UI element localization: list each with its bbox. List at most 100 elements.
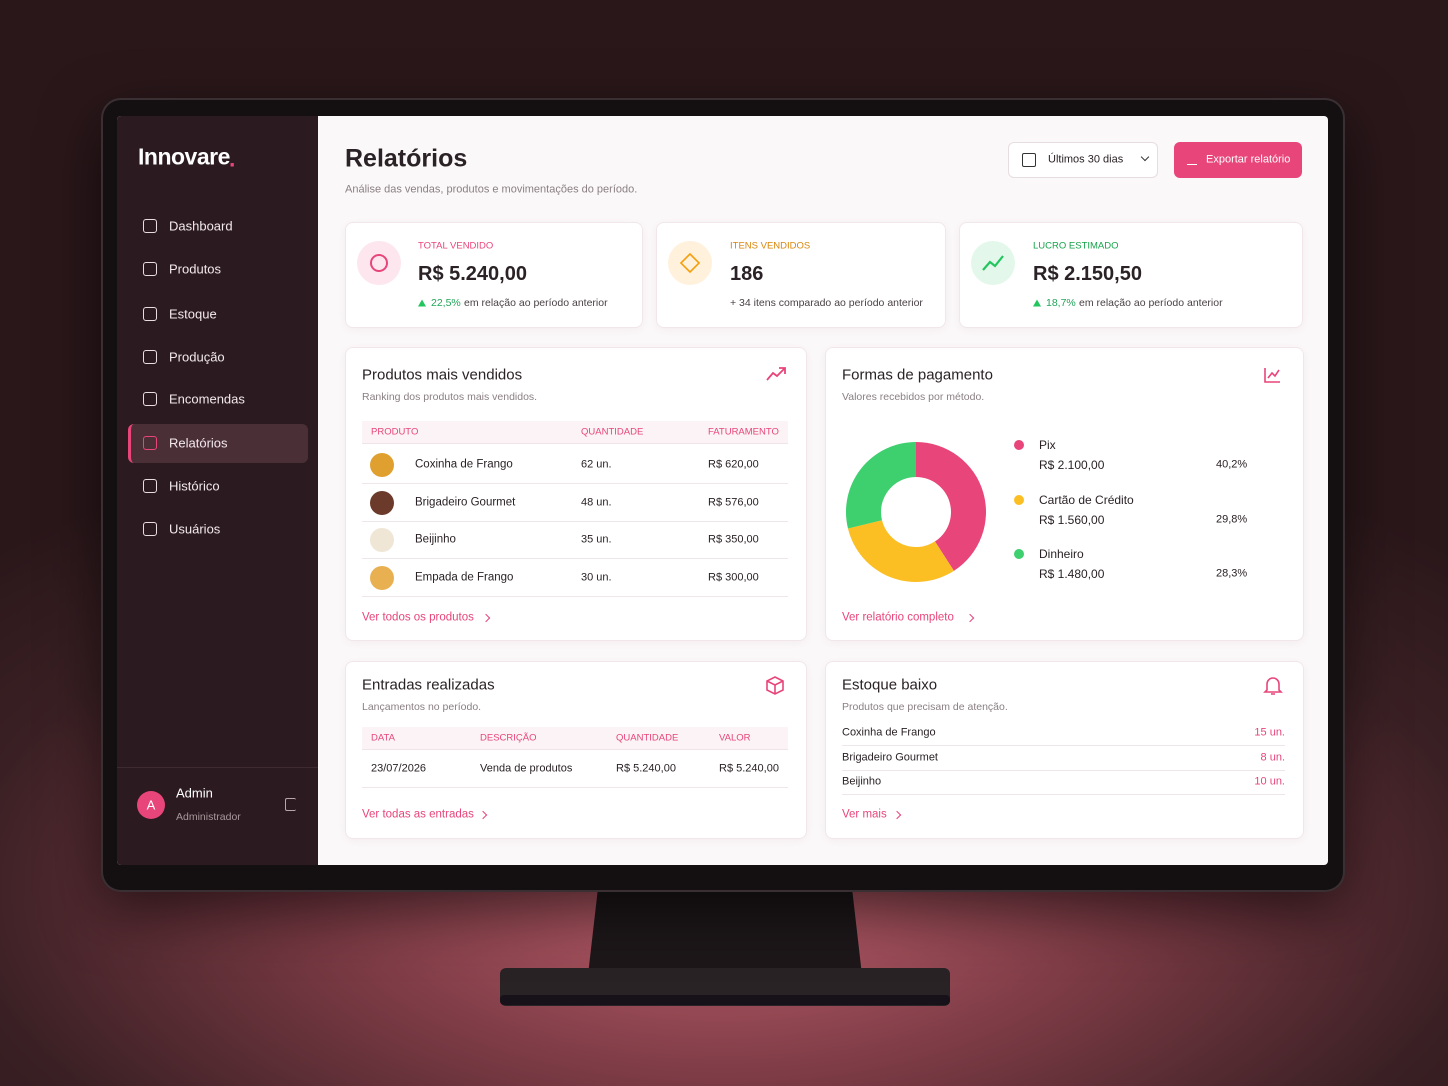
kpi-value: R$ 2.150,50 (1033, 263, 1142, 285)
nav-icon (143, 392, 157, 406)
stock-qty: 10 un. (1254, 775, 1285, 788)
legend-dot (1014, 494, 1024, 505)
kpi-value: 186 (730, 263, 764, 285)
entry-cell: R$ 5.240,00 (616, 762, 676, 775)
legend-name: Dinheiro (1039, 547, 1084, 561)
logo-dot: . (229, 145, 236, 172)
delta-arrow (1033, 299, 1041, 307)
row-separator (842, 745, 1285, 746)
card-title: Formas de pagamento (842, 366, 993, 384)
legend-amount: R$ 1.480,00 (1039, 567, 1105, 581)
kpi-note: em relação ao período anterior (1079, 296, 1223, 309)
payments-card (825, 347, 1304, 641)
entry-cell: Venda de produtos (480, 762, 573, 775)
row-separator (362, 558, 788, 560)
column-header: VALOR (719, 732, 751, 744)
donut-segment (845, 442, 916, 529)
low-stock-card (825, 661, 1304, 839)
nav-icon (143, 262, 157, 276)
download-icon (1187, 154, 1197, 165)
logout-icon[interactable] (285, 798, 296, 811)
dollar-icon (370, 254, 388, 272)
bell-icon (1263, 677, 1283, 695)
donut-chart (845, 442, 986, 583)
logo: Innovare (138, 143, 230, 170)
kpi-card (959, 222, 1303, 328)
product-image (370, 453, 394, 477)
nav-icon (143, 219, 157, 233)
nav-icon (143, 350, 157, 364)
kpi-label: TOTAL VENDIDO (418, 240, 494, 252)
sidebar (117, 116, 318, 865)
nav-item[interactable]: Estoque (169, 306, 217, 322)
nav-item[interactable]: Produção (169, 349, 225, 365)
export-button[interactable] (1174, 142, 1302, 178)
row-separator (362, 520, 788, 522)
column-header: QUANTIDADE (581, 426, 644, 438)
card-subtitle: Ranking dos produtos mais vendidos. (362, 390, 538, 403)
product-image (370, 566, 394, 591)
column-header: DATA (371, 732, 395, 744)
stock-qty: 15 un. (1254, 726, 1285, 739)
legend-dot (1014, 440, 1024, 450)
card-subtitle: Valores recebidos por método. (842, 390, 985, 403)
avatar-initial: A (146, 797, 156, 813)
stock-item: Beijinho (842, 775, 882, 788)
card-link[interactable]: Ver mais (842, 808, 887, 821)
nav-item[interactable]: Produtos (169, 261, 222, 277)
column-header: QUANTIDADE (616, 732, 679, 744)
page-title: Relatórios (345, 144, 468, 173)
product-qty: 35 un. (581, 533, 612, 546)
page-subtitle: Análise das vendas, produtos e movimenta… (345, 183, 638, 196)
product-name: Coxinha de Frango (415, 458, 513, 471)
card-title: Produtos mais vendidos (362, 366, 523, 384)
period-label[interactable]: Últimos 30 dias (1048, 153, 1124, 166)
product-name: Empada de Frango (415, 571, 514, 584)
nav-item[interactable]: Encomendas (169, 391, 245, 407)
donut-segment (916, 442, 986, 571)
stand-neck (588, 888, 862, 975)
nav-item[interactable]: Usuários (169, 521, 221, 537)
calendar-icon (1022, 153, 1036, 167)
product-revenue: R$ 300,00 (708, 571, 759, 584)
legend-amount: R$ 1.560,00 (1039, 512, 1105, 527)
screen: Innovare. Dashboard Produtos Estoque Produçã… (117, 116, 1328, 865)
stock-item: Coxinha de Frango (842, 726, 936, 739)
row-separator (842, 769, 1285, 771)
period-select[interactable] (1008, 142, 1158, 178)
product-image (370, 528, 394, 553)
stock-qty: 8 un. (1260, 751, 1285, 763)
kpi-delta: 22,5% (431, 296, 461, 309)
top-products-card (345, 347, 807, 641)
nav-active-bg (128, 424, 308, 463)
legend-percent: 29,8% (1216, 513, 1248, 525)
nav-item[interactable]: Histórico (169, 478, 220, 494)
avatar (137, 791, 165, 819)
nav-item[interactable]: Dashboard (169, 218, 233, 234)
legend-amount: R$ 2.100,00 (1039, 458, 1105, 472)
row-separator (362, 596, 788, 598)
column-header: FATURAMENTO (708, 426, 779, 438)
export-label[interactable]: Exportar relatório (1206, 153, 1291, 166)
card-link[interactable]: Ver todos os produtos (362, 611, 474, 624)
card-link[interactable]: Ver todas as entradas (362, 808, 474, 821)
product-qty: 62 un. (581, 458, 612, 471)
trend-icon (982, 255, 1004, 271)
product-revenue: R$ 350,00 (708, 533, 759, 546)
row-separator (362, 787, 788, 788)
delta-arrow (418, 299, 426, 307)
nav-item[interactable]: Relatórios (169, 435, 228, 451)
kpi-note: + 34 itens comparado ao período anterior (730, 296, 923, 309)
user-role: Administrador (176, 810, 241, 823)
legend-name: Pix (1039, 438, 1056, 452)
column-header: DESCRIÇÃO (480, 732, 537, 744)
chart-icon (1264, 368, 1280, 383)
box-icon (766, 676, 784, 695)
nav-icon (143, 479, 157, 493)
card-link[interactable]: Ver relatório completo (842, 611, 954, 624)
row-separator (842, 794, 1285, 795)
donut-segment (847, 520, 954, 583)
entry-cell: 23/07/2026 (371, 762, 427, 775)
